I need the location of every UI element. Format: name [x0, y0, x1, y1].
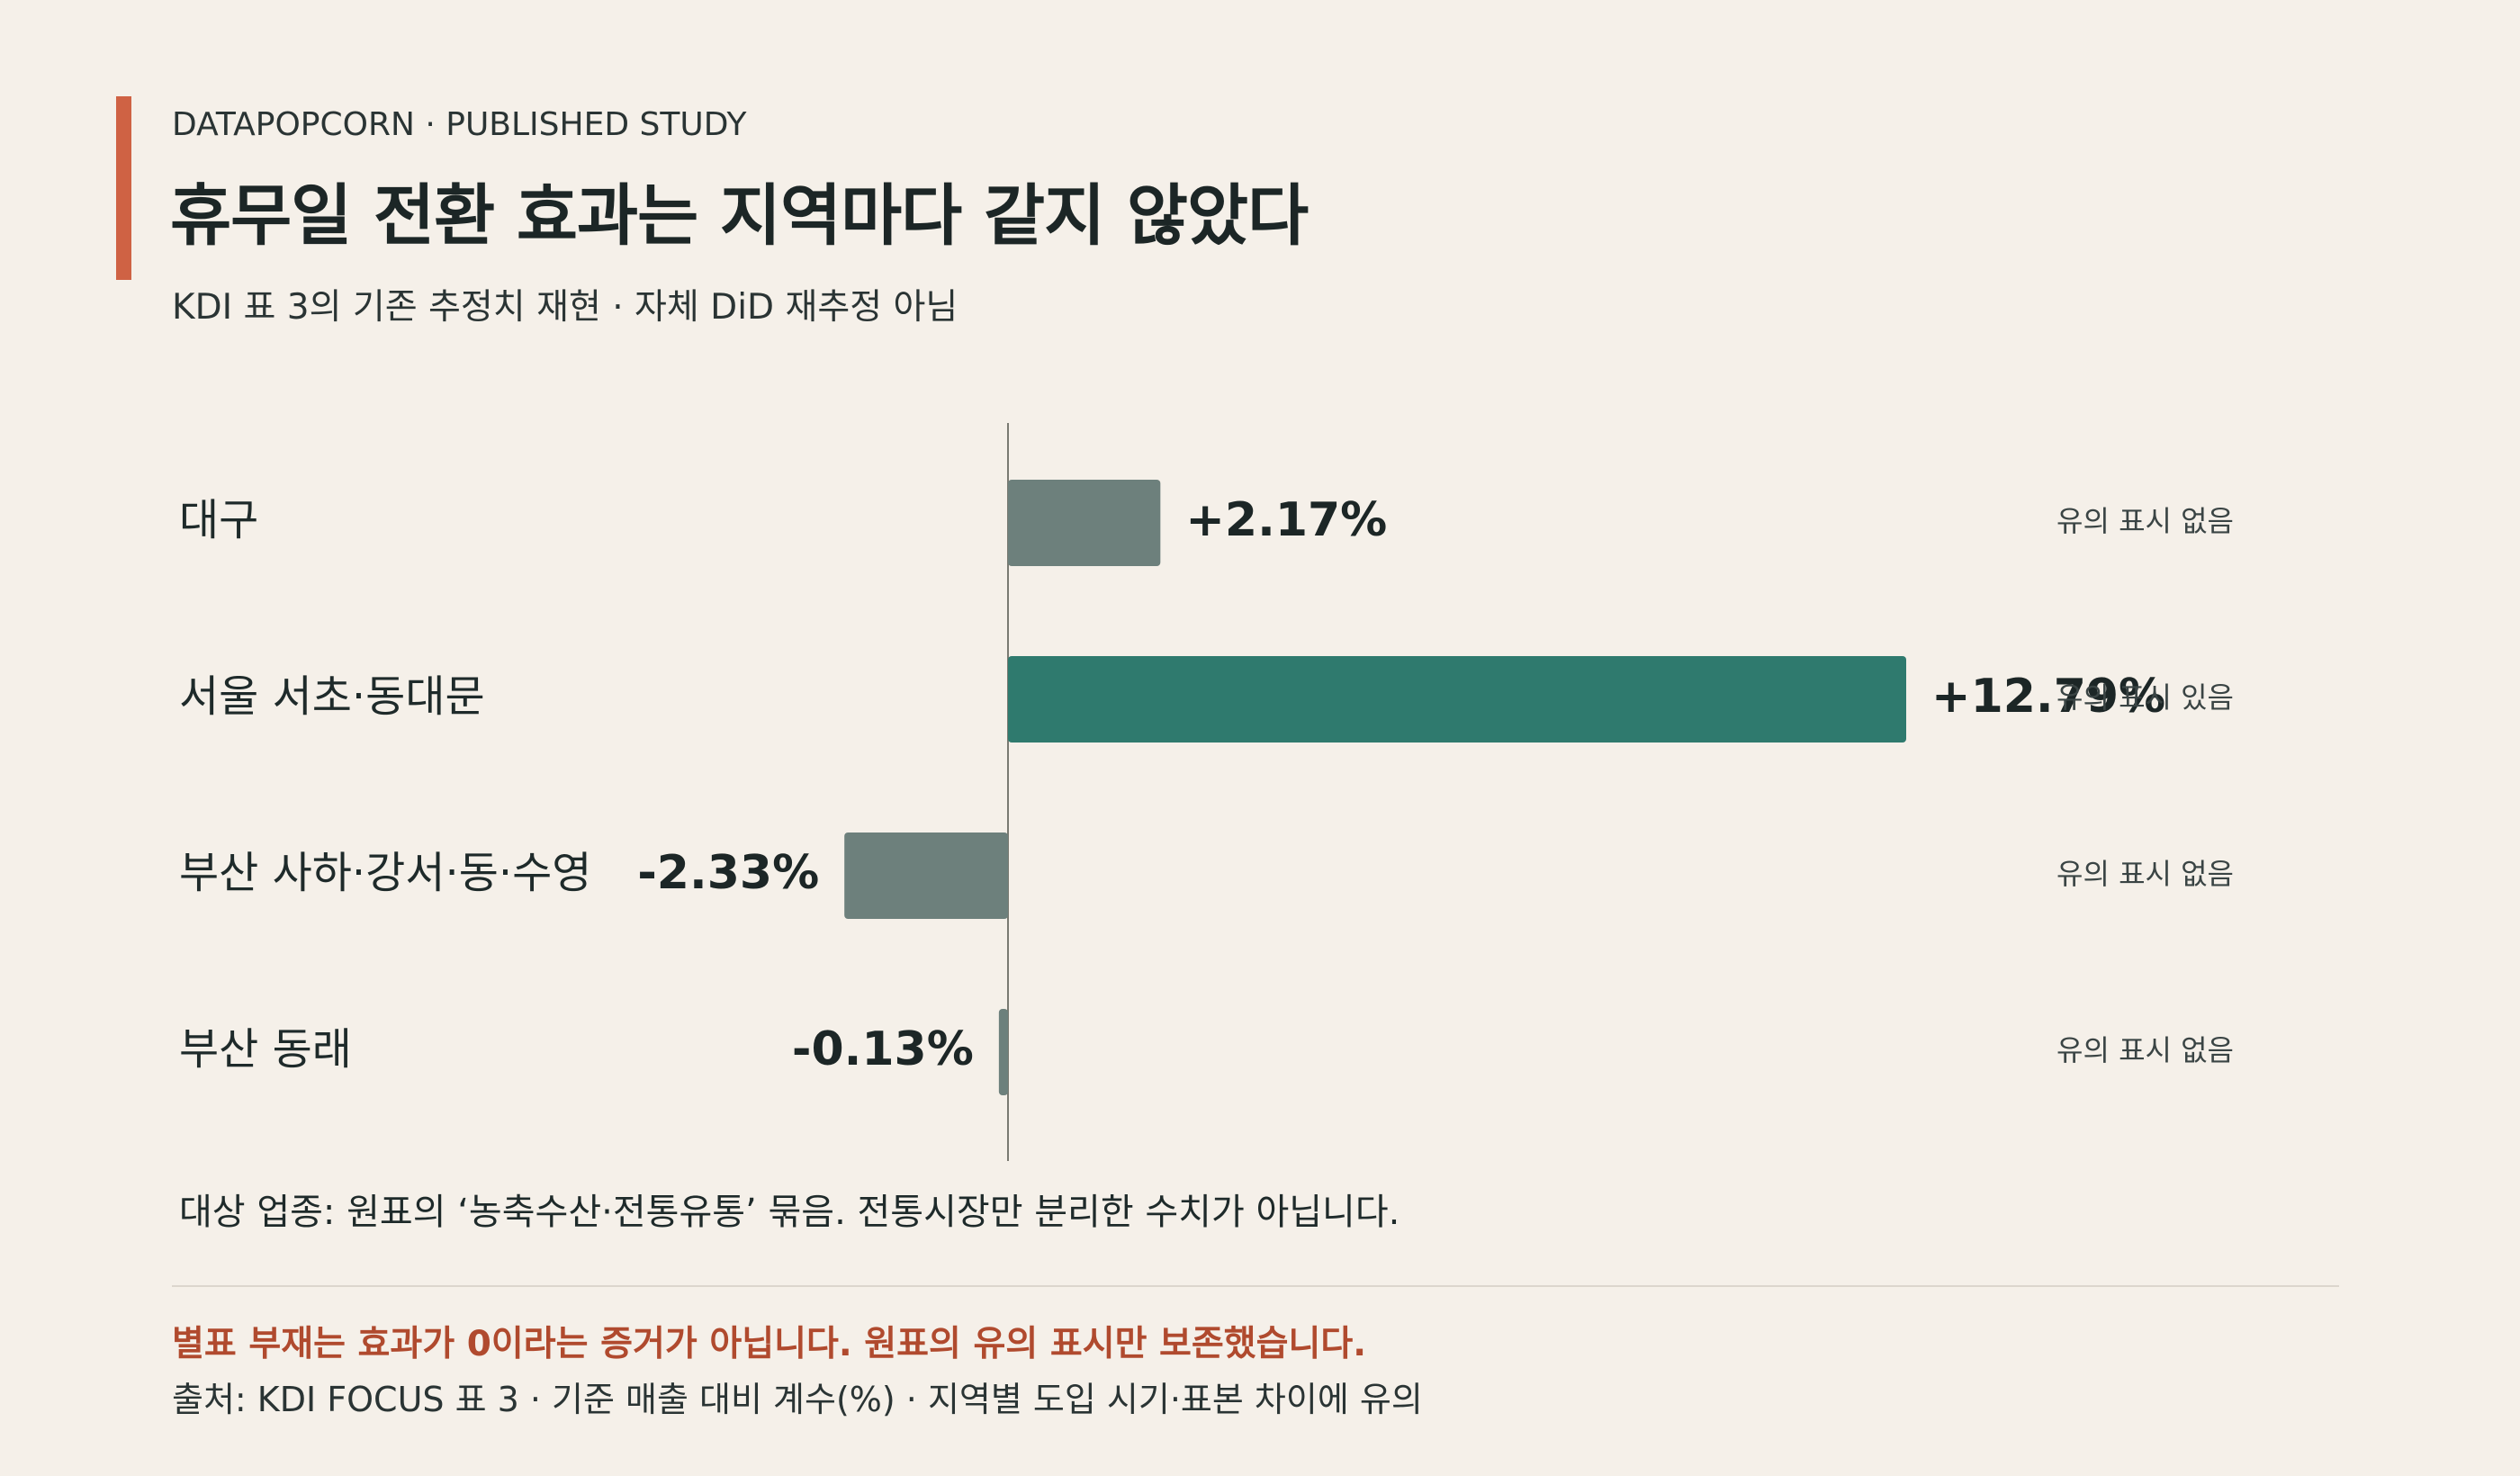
- category-label: 대구: [179, 495, 258, 545]
- significance-label: 유의 표시 없음: [2056, 857, 2234, 891]
- significance-label: 유의 표시 없음: [2056, 1033, 2234, 1067]
- value-label: -0.13%: [792, 1022, 974, 1076]
- page-title: 휴무일 전환 효과는 지역마다 같지 않았다: [170, 177, 1309, 255]
- category-label: 부산 사하·강서·동·수영: [179, 848, 591, 898]
- scope-note: 대상 업종: 원표의 ‘농축수산·전통유통’ 묶음. 전통시장만 분리한 수치가…: [179, 1192, 1400, 1233]
- value-label: +12.79%: [1931, 670, 2165, 724]
- significance-label: 유의 표시 없음: [2056, 504, 2234, 538]
- source-note: 출처: KDI FOCUS 표 3 · 기준 매출 대비 계수(%) · 지역별…: [172, 1380, 1423, 1419]
- page-subtitle: KDI 표 3의 기존 추정치 재현 · 자체 DiD 재추정 아님: [172, 287, 958, 328]
- value-label: -2.33%: [637, 846, 819, 900]
- bar: [1008, 480, 1161, 566]
- footer-divider: [172, 1285, 2339, 1287]
- eyebrow-label: DATAPOPCORN · PUBLISHED STUDY: [172, 106, 747, 143]
- significance-label: 유의 표시 있음: [2056, 680, 2234, 715]
- value-label: +2.17%: [1185, 493, 1387, 547]
- category-label: 부산 동래: [179, 1024, 352, 1075]
- bar: [998, 1009, 1008, 1095]
- category-label: 서울 서초·동대문: [179, 671, 485, 722]
- significance-warning: 별표 부재는 효과가 0이라는 증거가 아닙니다. 원표의 유의 표시만 보존했…: [172, 1324, 1367, 1364]
- bar: [844, 832, 1008, 919]
- bar: [1008, 656, 1906, 742]
- title-accent-bar: [116, 96, 131, 280]
